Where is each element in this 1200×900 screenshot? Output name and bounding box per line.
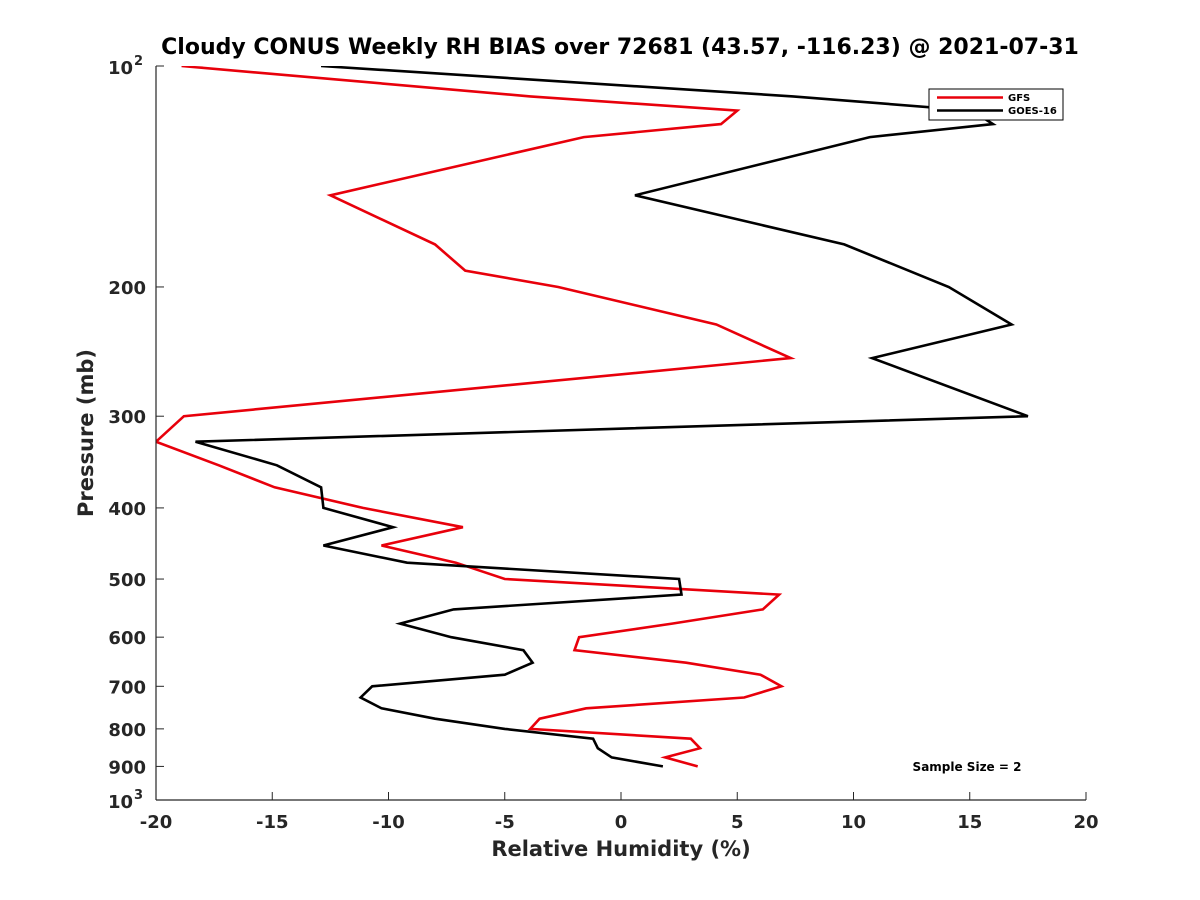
y-tick-label: 800 <box>108 720 146 741</box>
x-tick-label: -20 <box>140 812 173 833</box>
y-tick-label: 600 <box>108 628 146 649</box>
x-tick-label: 5 <box>731 812 744 833</box>
legend-label-gfs: GFS <box>1008 93 1030 104</box>
legend-box <box>928 88 1064 121</box>
y-tick-label-exponent: 3 <box>134 788 143 803</box>
y-tick-label: 200 <box>108 278 146 299</box>
y-tick-label-base: 10 <box>108 58 133 79</box>
series-layer <box>156 66 1029 768</box>
legend-label-goes-16: GOES-16 <box>1008 106 1057 117</box>
y-tick-label: 400 <box>108 499 146 520</box>
y-tick-label-base: 10 <box>108 792 133 813</box>
chart-title: Cloudy CONUS Weekly RH BIAS over 72681 (… <box>161 35 1079 60</box>
x-tick-label: 10 <box>841 812 866 833</box>
y-tick-label: 700 <box>108 677 146 698</box>
series-line-goes-16 <box>195 66 1029 768</box>
y-tick-label: 900 <box>108 757 146 778</box>
y-tick-label: 500 <box>108 570 146 591</box>
y-tick-label: 10 2 <box>108 54 143 79</box>
x-tick-label: 15 <box>957 812 982 833</box>
x-tick-label: -15 <box>256 812 289 833</box>
x-tick-label: -10 <box>372 812 405 833</box>
y-tick-label: 10 3 <box>108 788 143 813</box>
series-line-gfs <box>156 66 796 768</box>
x-tick-label: 0 <box>615 812 628 833</box>
x-tick-label: 20 <box>1073 812 1098 833</box>
y-tick-label-exponent: 2 <box>134 54 143 69</box>
x-axis-label: Relative Humidity (%) <box>491 837 750 861</box>
x-tick-label: -5 <box>495 812 515 833</box>
y-axis-label: Pressure (mb) <box>74 349 98 517</box>
legend: GFS GOES-16 <box>928 88 1064 121</box>
sample-size-annotation: Sample Size = 2 <box>913 760 1022 774</box>
y-tick-label: 300 <box>108 407 146 428</box>
